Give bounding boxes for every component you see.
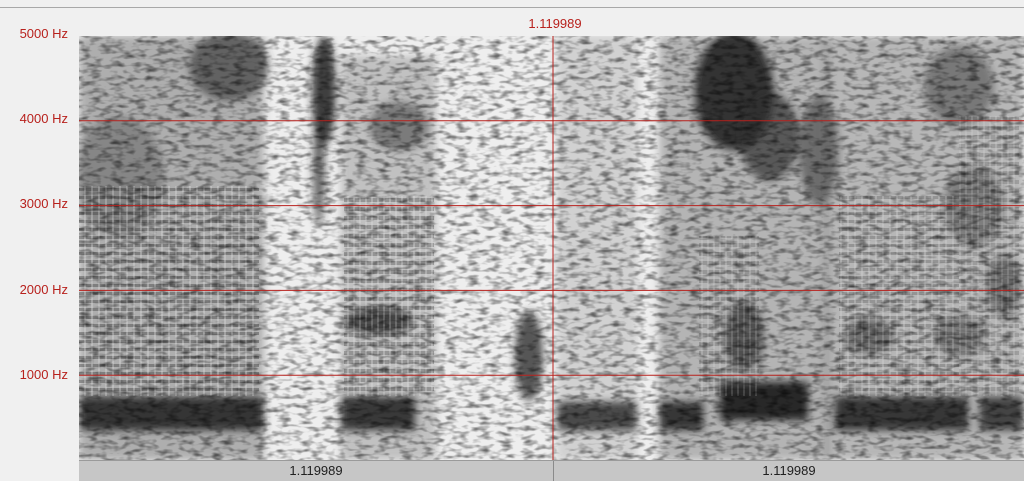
freq-label-5000: 5000 Hz bbox=[19, 26, 68, 41]
window-top-border bbox=[0, 7, 1024, 8]
segment-left[interactable]: 1.119989 bbox=[79, 461, 554, 481]
segment-right[interactable]: 1.119989 bbox=[762, 463, 816, 478]
cursor-time-label: 1.119989 bbox=[528, 16, 582, 31]
spectrogram-noise-texture bbox=[79, 36, 1024, 460]
freq-label-4000: 4000 Hz bbox=[19, 111, 68, 126]
freq-label-2000: 2000 Hz bbox=[19, 282, 68, 297]
frequency-gridlines bbox=[79, 120, 1024, 376]
segment-bar: 1.119989 1.119989 bbox=[79, 460, 1024, 481]
spectrogram-panel[interactable] bbox=[79, 36, 1024, 460]
freq-label-1000: 1000 Hz bbox=[19, 367, 68, 382]
freq-label-3000: 3000 Hz bbox=[19, 196, 68, 211]
